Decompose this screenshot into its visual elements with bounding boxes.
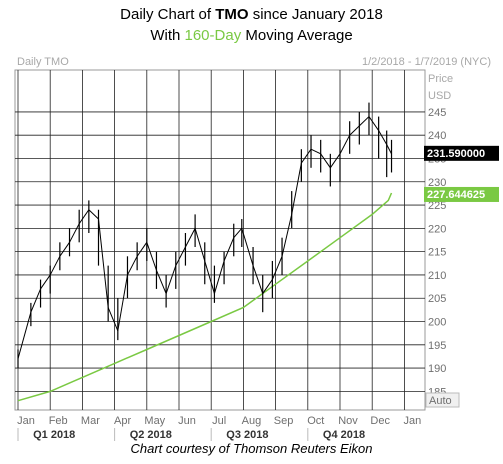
price-segment: [107, 307, 119, 332]
y-axis-mode-box: [425, 392, 460, 408]
plot-frame: [14, 69, 426, 411]
price-segment: [184, 228, 196, 248]
price-segment: [358, 116, 370, 127]
quarter-label: Q2 2018: [130, 429, 172, 441]
y-tick-label: 245: [428, 107, 446, 119]
y-tick-label: 200: [428, 317, 446, 329]
price-segment: [146, 242, 157, 271]
x-tick-label: May: [144, 415, 165, 427]
price-segment: [378, 130, 388, 145]
price-segment: [165, 265, 177, 294]
moving-average-line: [17, 192, 393, 402]
y-tick-label: 225: [428, 200, 446, 212]
x-tick-label: Sep: [274, 415, 294, 427]
price-segment: [59, 242, 70, 257]
y-tick-label: 215: [428, 247, 446, 259]
y-tick-label: 195: [428, 340, 446, 352]
price-segment: [349, 125, 360, 136]
x-tick-label: Dec: [370, 415, 390, 427]
chart-subtitle: With 160-Day Moving Average: [150, 27, 353, 44]
x-tick-label: Jan: [17, 415, 35, 427]
price-segment: [49, 256, 61, 276]
price-segment: [127, 256, 138, 276]
ma-value-label: 227.644625: [427, 189, 485, 201]
price-segment: [175, 246, 186, 266]
price-segment: [17, 312, 32, 359]
price-segment: [320, 153, 331, 169]
y-tick-label: 230: [428, 177, 446, 189]
price-segment: [368, 116, 380, 131]
price-segment: [262, 279, 273, 294]
y-axis-mode-label: Auto: [429, 395, 452, 407]
x-tick-label: Oct: [307, 415, 324, 427]
x-tick-label: Feb: [49, 415, 68, 427]
y-tick-label: 220: [428, 223, 446, 235]
ma-value-box: [424, 186, 499, 202]
price-segment: [300, 148, 312, 164]
price-segment: [310, 148, 321, 155]
chart-credit: Chart courtesy of Thomson Reuters Eikon: [130, 441, 373, 456]
y-axis-unit: USD: [428, 90, 451, 102]
last-price-label: 231.590000: [427, 148, 485, 160]
price-segment: [30, 288, 42, 313]
price-segment: [69, 223, 80, 243]
y-tick-label: 190: [428, 363, 446, 375]
quarter-label: Q1 2018: [33, 429, 75, 441]
date-range-label: 1/2/2018 - 1/7/2019 (NYC): [362, 56, 491, 68]
y-tick-label: 240: [428, 130, 446, 142]
price-segment: [98, 218, 109, 308]
price-segment: [241, 228, 254, 266]
price-segment: [88, 209, 99, 220]
x-tick-label: Aug: [242, 415, 262, 427]
chart-title: Daily Chart of TMO since January 2018: [120, 6, 383, 23]
x-tick-label: Nov: [338, 415, 358, 427]
price-segment: [291, 163, 302, 215]
quarter-label: Q3 2018: [226, 429, 268, 441]
price-segment: [40, 274, 51, 290]
price-segment: [252, 265, 264, 294]
price-segment: [194, 228, 206, 262]
price-segment: [233, 228, 243, 238]
price-segment: [281, 214, 293, 257]
price-segment: [136, 242, 148, 257]
price-segment: [386, 144, 392, 155]
price-segment: [117, 274, 128, 331]
price-segment: [204, 260, 215, 294]
quarter-label: Q4 2018: [323, 429, 365, 441]
price-segment: [78, 209, 90, 224]
price-segment: [339, 134, 351, 155]
x-tick-label: Jun: [178, 415, 196, 427]
x-tick-label: Apr: [114, 415, 131, 427]
x-tick-label: Jul: [212, 415, 226, 427]
price-segment: [213, 260, 225, 294]
price-segment: [223, 237, 235, 262]
y-tick-label: 205: [428, 293, 446, 305]
x-tick-label: Mar: [81, 415, 100, 427]
x-tick-label: Jan: [404, 415, 422, 427]
y-tick-label: 210: [428, 270, 446, 282]
price-segment: [329, 153, 341, 169]
last-price-box: [424, 145, 499, 161]
y-axis-title: Price: [428, 73, 453, 85]
price-segment: [271, 256, 283, 280]
price-segment: [155, 270, 167, 294]
panel-label: Daily TMO: [17, 56, 69, 68]
